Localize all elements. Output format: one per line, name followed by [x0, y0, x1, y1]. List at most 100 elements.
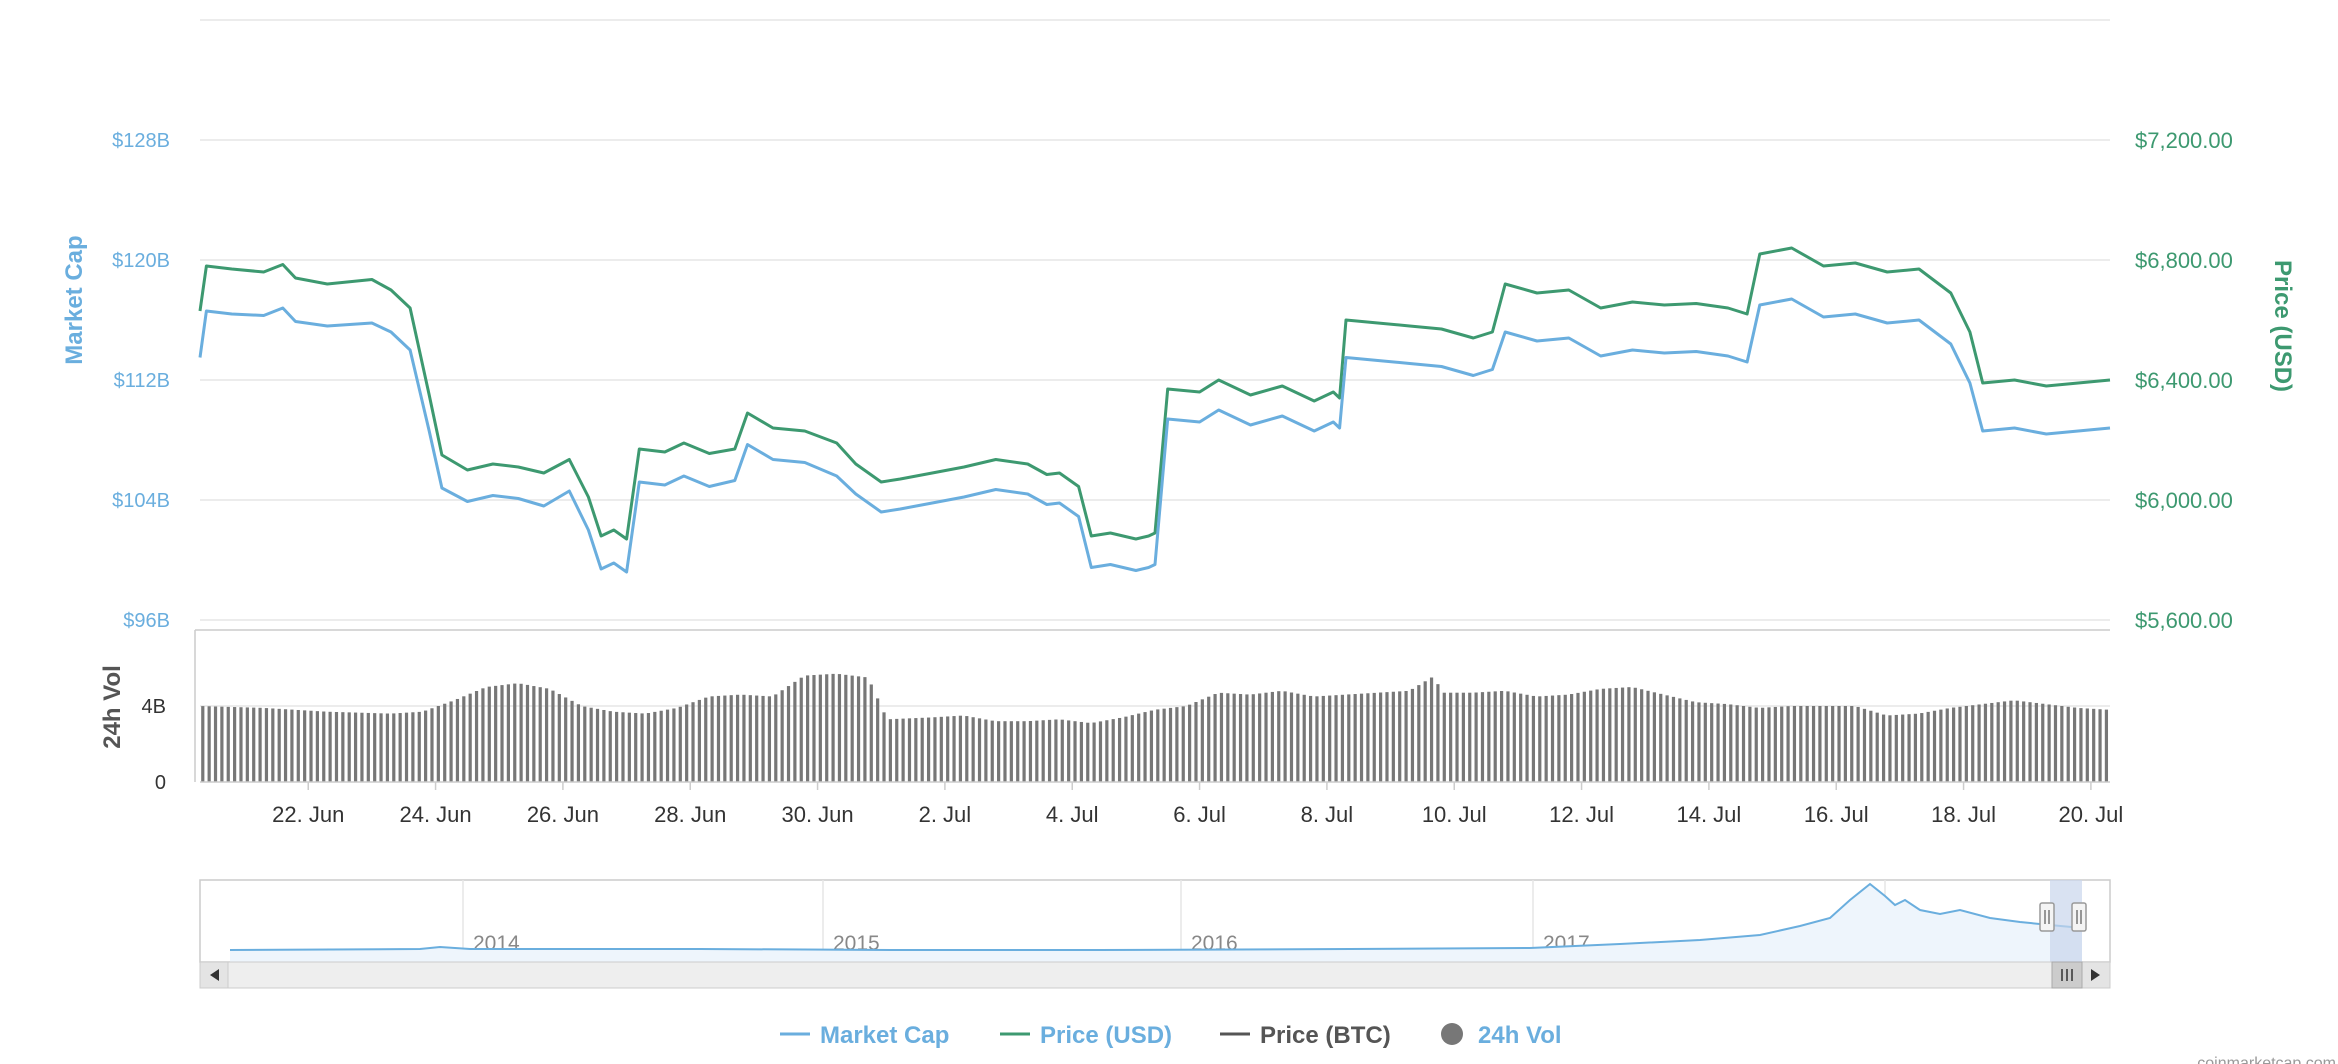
date-tick-label: 2. Jul — [919, 802, 972, 827]
volume-bar — [1983, 703, 1988, 782]
volume-bar — [296, 709, 300, 782]
volume-bar — [602, 709, 606, 782]
volume-bar — [786, 686, 791, 782]
volume-bar — [1519, 693, 1523, 782]
volume-bar — [1302, 694, 1306, 782]
volume-bar — [328, 711, 332, 782]
volume-bar — [576, 704, 581, 782]
volume-bar — [933, 717, 937, 782]
volume-bar — [984, 719, 988, 782]
legend-item-price-btc[interactable]: Price (BTC) — [1220, 1022, 1391, 1049]
volume-bar — [1461, 692, 1465, 782]
volume-bar — [2034, 702, 2038, 782]
volume-bar — [2060, 706, 2064, 782]
range-navigator[interactable]: 20142015201620172018 — [199, 879, 2111, 989]
volume-bar — [430, 708, 434, 782]
volume-bar — [958, 715, 963, 782]
volume-bar — [716, 695, 721, 782]
volume-bar — [1964, 706, 1968, 782]
volume-bar — [1563, 694, 1567, 782]
volume-bar — [1627, 687, 1631, 782]
volume-bar — [245, 707, 249, 782]
volume-bar — [1328, 695, 1332, 782]
volume-axis-title: 24h Vol — [99, 665, 126, 749]
volume-bar — [1124, 716, 1128, 782]
volume-bar — [825, 674, 829, 782]
volume-bar — [443, 703, 447, 782]
volume-bar — [462, 696, 466, 782]
navigator-scrollbar-track[interactable] — [199, 961, 2111, 989]
date-tick-label: 4. Jul — [1046, 802, 1099, 827]
volume-bar — [1283, 691, 1287, 782]
volume-bar — [1308, 695, 1313, 782]
volume-bar — [1359, 693, 1364, 782]
volume-bar — [1079, 721, 1083, 782]
volume-bar — [1952, 707, 1956, 782]
volume-bar — [1340, 694, 1345, 782]
legend-item-24h-vol[interactable]: 24h Vol — [1441, 1022, 1562, 1049]
volume-bar — [1436, 684, 1440, 782]
navigator-right-handle[interactable] — [2071, 902, 2087, 932]
volume-bar — [309, 710, 313, 782]
navigator-left-handle[interactable] — [2039, 902, 2055, 932]
volume-bar — [1894, 714, 1898, 782]
volume-bar — [2079, 708, 2083, 782]
volume-bar — [971, 717, 975, 782]
series-lines — [198, 246, 2111, 574]
volume-bar — [1792, 706, 1797, 782]
volume-bar — [799, 677, 803, 782]
volume-bar — [2098, 709, 2102, 782]
volume-bar — [557, 694, 561, 782]
volume-bar — [1258, 693, 1262, 782]
volume-bar — [876, 698, 880, 782]
volume-bar — [1888, 715, 1892, 782]
volume-bar — [742, 694, 746, 782]
price-usd-tick-label: $6,400.00 — [2135, 368, 2233, 393]
volume-bar — [1181, 706, 1185, 782]
volume-bar — [1442, 692, 1446, 782]
legend-item-price-usd[interactable]: Price (USD) — [1000, 1022, 1172, 1049]
volume-bar — [1200, 699, 1204, 782]
price-usd-tick-label: $5,600.00 — [2135, 608, 2233, 633]
volume-bar — [1748, 706, 1752, 782]
volume-bar — [1213, 694, 1217, 782]
volume-bar — [1385, 692, 1389, 782]
market-cap-tick-label: $104B — [112, 490, 170, 512]
volume-bar — [1028, 721, 1033, 782]
volume-bar — [271, 708, 275, 782]
volume-bar — [1270, 691, 1274, 782]
legend-item-market-cap[interactable]: Market Cap — [780, 1022, 949, 1049]
volume-bar — [946, 716, 950, 782]
volume-bar — [1735, 705, 1739, 782]
legend-label-24h-vol: 24h Vol — [1478, 1022, 1562, 1049]
volume-bar — [239, 707, 243, 782]
volume-bar — [672, 708, 676, 782]
volume-bar — [1175, 707, 1179, 782]
volume-bar — [1741, 706, 1746, 782]
volume-bar — [1659, 693, 1663, 782]
navigator-line — [229, 882, 2083, 951]
market-cap-tick-label: $112B — [114, 370, 170, 392]
volume-bar — [2015, 700, 2019, 782]
volume-bar — [748, 695, 752, 782]
volume-bar — [856, 676, 861, 782]
volume-bar — [1194, 702, 1198, 782]
volume-bar — [1016, 721, 1020, 782]
volume-bar — [812, 675, 816, 782]
volume-bar — [347, 712, 351, 782]
volume-bar — [538, 687, 542, 782]
volume-bar — [1926, 711, 1930, 782]
volume-bar — [1843, 706, 1847, 782]
volume-bar — [1379, 692, 1383, 782]
volume-bar — [379, 713, 383, 782]
volume-bar — [1761, 707, 1765, 782]
volume-bar — [398, 713, 402, 782]
volume-bar — [1608, 688, 1612, 782]
volume-bar — [1366, 693, 1370, 782]
volume-bar — [570, 700, 574, 782]
date-tick-label: 28. Jun — [654, 802, 726, 827]
volume-bar — [1117, 717, 1122, 782]
volume-bar — [1856, 706, 1860, 782]
volume-bar — [2022, 701, 2026, 782]
volume-bar — [621, 712, 625, 782]
